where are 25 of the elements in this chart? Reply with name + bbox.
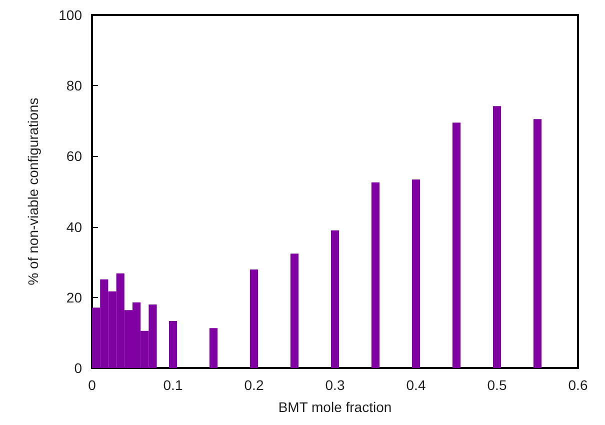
bar (330, 230, 340, 368)
bar (290, 254, 299, 368)
x-tick-label: 0.5 (487, 377, 507, 393)
bar (412, 180, 420, 368)
x-tick-label: 0.3 (325, 377, 345, 393)
bar (492, 106, 502, 368)
x-tick-label: 0.4 (406, 377, 426, 393)
y-tick-label: 40 (66, 218, 82, 235)
y-tick-label: 0 (74, 360, 82, 376)
x-tick-label: 0.6 (568, 377, 588, 393)
y-tick-label: 100 (58, 7, 82, 23)
x-axis-title: BMT mole fraction (278, 399, 392, 415)
bar (209, 328, 218, 368)
bar (533, 119, 542, 368)
y-axis-title: % of non-viable configurations (25, 98, 41, 286)
x-tick-label: 0.1 (163, 377, 183, 393)
bar (452, 122, 461, 368)
y-tick-label: 60 (66, 148, 82, 164)
x-tick-label: 0 (88, 377, 96, 393)
x-tick-label: 0.2 (244, 377, 264, 393)
y-tick-label: 20 (66, 289, 82, 306)
y-tick-label: 80 (66, 78, 82, 94)
bar (250, 270, 258, 368)
bar (371, 182, 380, 368)
bar (168, 321, 178, 368)
